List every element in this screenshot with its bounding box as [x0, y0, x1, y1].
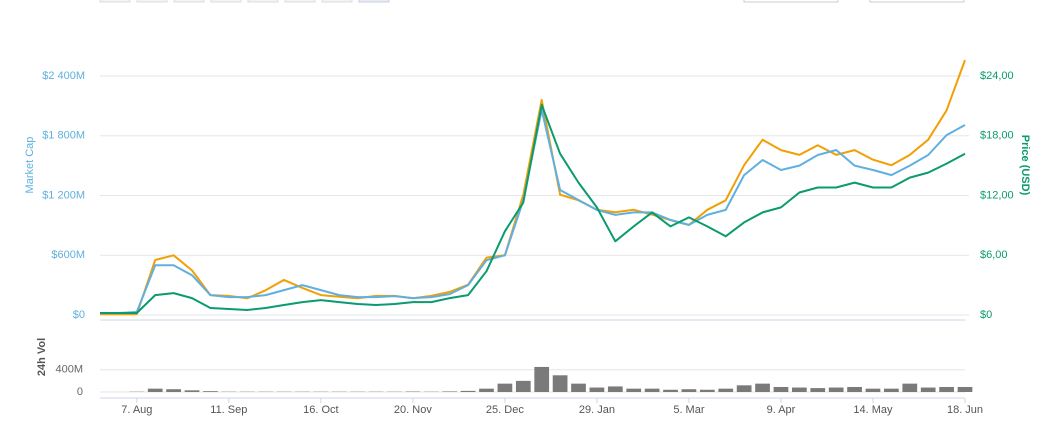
- volume-bar: [515, 380, 531, 392]
- volume-bar: [699, 389, 715, 392]
- x-tick-label: 20. Nov: [394, 404, 432, 416]
- volume-axis-label: 24h Vol: [36, 338, 48, 376]
- x-tick-label: 29. Jan: [579, 404, 615, 416]
- y2-tick-label: $18,00: [980, 130, 1014, 142]
- y2-tick-label: $12,00: [980, 189, 1014, 201]
- y-tick-label: $1 800M: [42, 130, 85, 142]
- x-tick-label: 9. Apr: [767, 404, 796, 416]
- volume-bar: [571, 383, 586, 392]
- volume-bar: [865, 388, 881, 392]
- x-tick-label: 14. May: [853, 404, 893, 416]
- x-tick-label: 11. Sep: [210, 404, 247, 416]
- volume-tick-label: 0: [77, 386, 83, 398]
- volume-bar: [902, 383, 918, 392]
- range-buttons: [99, 0, 965, 3]
- y2-tick-label: $6,00: [980, 249, 1008, 261]
- y-tick-label: $2 400M: [42, 70, 85, 82]
- button[interactable]: [247, 0, 279, 3]
- x-tick-label: 16. Oct: [303, 404, 338, 416]
- y-tick-label: $0: [73, 309, 85, 321]
- x-tick-label: 18. Jun: [947, 404, 983, 416]
- button[interactable]: [210, 0, 242, 3]
- y-tick-label: $1 200M: [42, 189, 85, 201]
- volume-bar: [736, 385, 752, 392]
- volume-bar: [939, 386, 954, 392]
- volume-bar: [718, 388, 734, 392]
- button[interactable]: [358, 0, 390, 3]
- volume-bar: [644, 388, 660, 392]
- button[interactable]: [136, 0, 168, 3]
- volume-bar: [442, 391, 458, 392]
- button[interactable]: [173, 0, 205, 3]
- volume-bar: [479, 388, 494, 392]
- volume-bar: [460, 390, 476, 392]
- volume-bar: [589, 387, 605, 392]
- volume-bar: [957, 386, 973, 392]
- x-tick-label: 5. Mar: [673, 404, 705, 416]
- button[interactable]: [99, 0, 131, 3]
- volume-bar: [773, 386, 789, 392]
- volume-bar: [147, 388, 163, 392]
- volume-bar: [828, 387, 844, 392]
- volume-bar: [755, 383, 770, 392]
- volume-bar: [184, 390, 200, 392]
- y2-tick-label: $24,00: [980, 70, 1014, 82]
- volume-bar: [884, 388, 899, 392]
- y-tick-label: $600M: [51, 249, 85, 261]
- volume-bar: [497, 383, 513, 392]
- volume-bar: [792, 387, 807, 392]
- volume-bar: [920, 387, 936, 392]
- volume-bar: [607, 386, 623, 392]
- series-line: [100, 108, 966, 314]
- y-axis-label: Market Cap: [24, 137, 36, 194]
- y2-axis-label: Price (USD): [1019, 135, 1031, 196]
- x-tick-label: 25. Dec: [486, 404, 524, 416]
- date-input[interactable]: [743, 0, 839, 3]
- x-tick-label: 7. Aug: [121, 404, 152, 416]
- volume-bar: [166, 389, 181, 392]
- series-line: [100, 103, 966, 314]
- date-input[interactable]: [869, 0, 965, 3]
- volume-bar: [681, 389, 697, 392]
- volume-bar: [847, 386, 862, 392]
- button[interactable]: [321, 0, 353, 3]
- volume-bar: [534, 366, 550, 392]
- volume-tick-label: 400M: [55, 364, 83, 376]
- volume-bar: [552, 375, 568, 392]
- volume-bar: [203, 391, 218, 392]
- volume-bar: [663, 389, 678, 392]
- volume-bar: [626, 388, 642, 392]
- y2-tick-label: $0: [980, 309, 992, 321]
- volume-bar: [810, 388, 826, 392]
- button[interactable]: [284, 0, 316, 3]
